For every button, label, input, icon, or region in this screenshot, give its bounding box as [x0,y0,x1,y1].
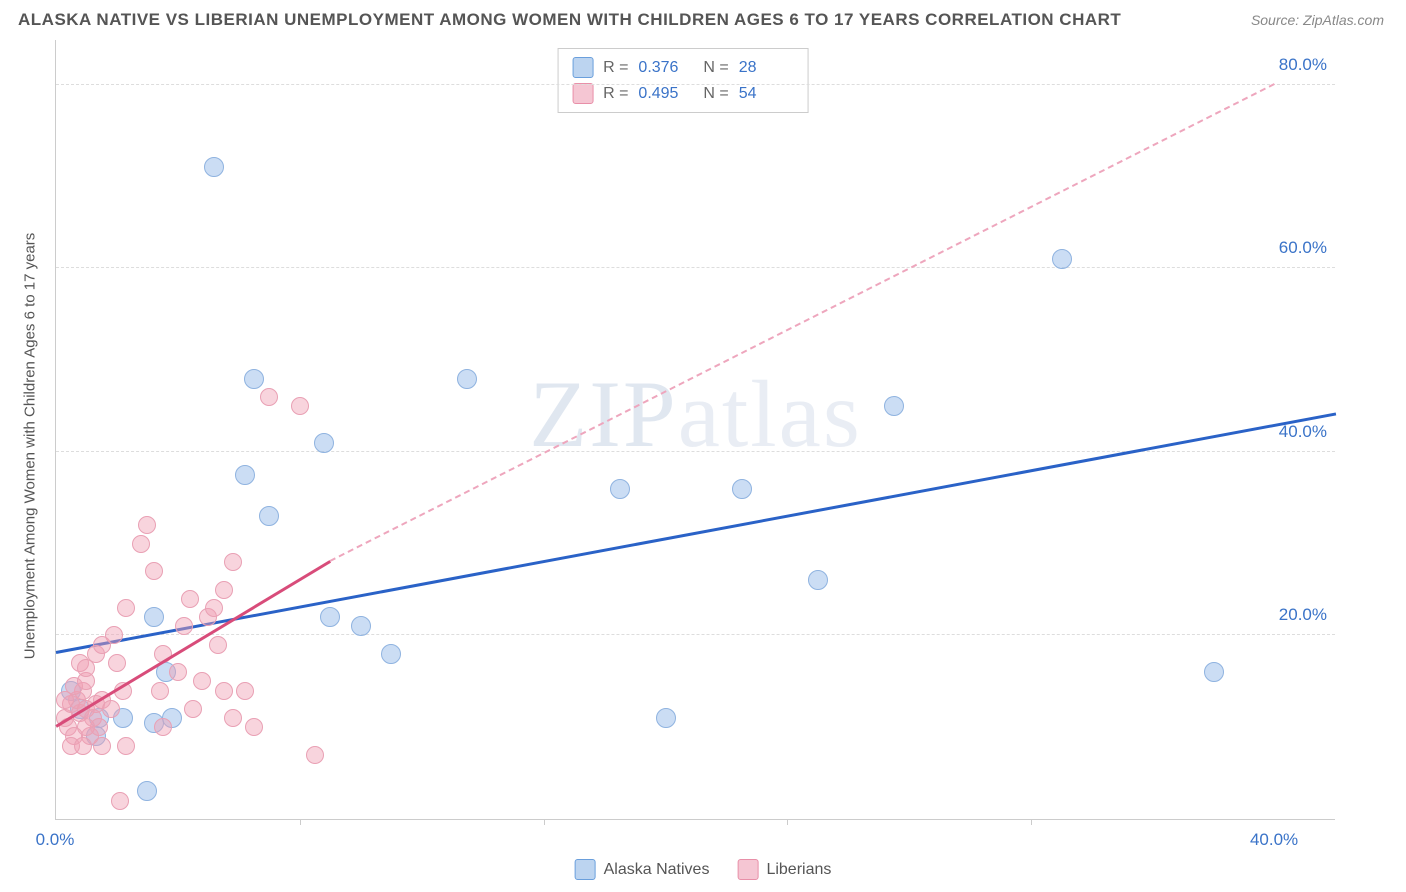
data-point [117,737,135,755]
data-point [245,718,263,736]
data-point [193,672,211,690]
y-tick-label: 40.0% [1279,422,1327,442]
data-point [145,562,163,580]
y-axis-label: Unemployment Among Women with Children A… [22,233,39,660]
data-point [77,718,95,736]
legend-label: Alaska Natives [604,861,710,879]
data-point [884,396,904,416]
data-point [215,682,233,700]
data-point [381,644,401,664]
data-point [137,781,157,801]
data-point [144,607,164,627]
stat-n-value: 28 [739,55,794,81]
legend-swatch [575,859,596,880]
data-point [117,599,135,617]
data-point [205,599,223,617]
data-point [93,737,111,755]
data-point [102,700,120,718]
data-point [1204,662,1224,682]
data-point [111,792,129,810]
data-point [108,654,126,672]
data-point [656,708,676,728]
data-point [306,746,324,764]
y-tick-label: 60.0% [1279,238,1327,258]
data-point [351,616,371,636]
gridline [56,634,1335,635]
data-point [1052,249,1072,269]
legend-stats: R =0.376N =28R =0.495N =54 [557,48,809,113]
data-point [181,590,199,608]
data-point [154,718,172,736]
chart-plot-area: ZIPatlas R =0.376N =28R =0.495N =54 20.0… [55,40,1335,820]
x-tick-label: 40.0% [1250,830,1298,850]
data-point [74,737,92,755]
trend-line [56,412,1337,654]
data-point [169,663,187,681]
data-point [224,553,242,571]
legend-swatch [572,57,593,78]
legend-label: Liberians [766,861,831,879]
legend-series: Alaska Natives Liberians [575,859,832,880]
source-label: Source: ZipAtlas.com [1251,12,1384,28]
data-point [235,465,255,485]
data-point [151,682,169,700]
data-point [215,581,233,599]
x-tick [544,819,545,825]
data-point [204,157,224,177]
data-point [138,516,156,534]
data-point [610,479,630,499]
data-point [457,369,477,389]
data-point [132,535,150,553]
data-point [260,388,278,406]
legend-swatch [737,859,758,880]
gridline [56,267,1335,268]
data-point [314,433,334,453]
stat-r-label: R = [603,55,628,81]
x-tick [300,819,301,825]
legend-swatch [572,83,593,104]
chart-title: ALASKA NATIVE VS LIBERIAN UNEMPLOYMENT A… [18,10,1121,30]
data-point [224,709,242,727]
data-point [77,659,95,677]
data-point [808,570,828,590]
stat-r-value: 0.376 [638,55,693,81]
data-point [320,607,340,627]
gridline [56,84,1335,85]
data-point [175,617,193,635]
stat-n-label: N = [703,55,728,81]
data-point [236,682,254,700]
data-point [244,369,264,389]
data-point [259,506,279,526]
data-point [732,479,752,499]
data-point [105,626,123,644]
x-tick-label: 0.0% [36,830,75,850]
legend-stat-row: R = 0.376 N = 28 [572,55,794,81]
data-point [291,397,309,415]
trend-line-extension [330,83,1276,562]
x-tick [1031,819,1032,825]
y-tick-label: 80.0% [1279,55,1327,75]
y-tick-label: 20.0% [1279,605,1327,625]
x-tick [787,819,788,825]
data-point [184,700,202,718]
data-point [209,636,227,654]
legend-item: Alaska Natives [575,859,710,880]
legend-item: Liberians [737,859,831,880]
